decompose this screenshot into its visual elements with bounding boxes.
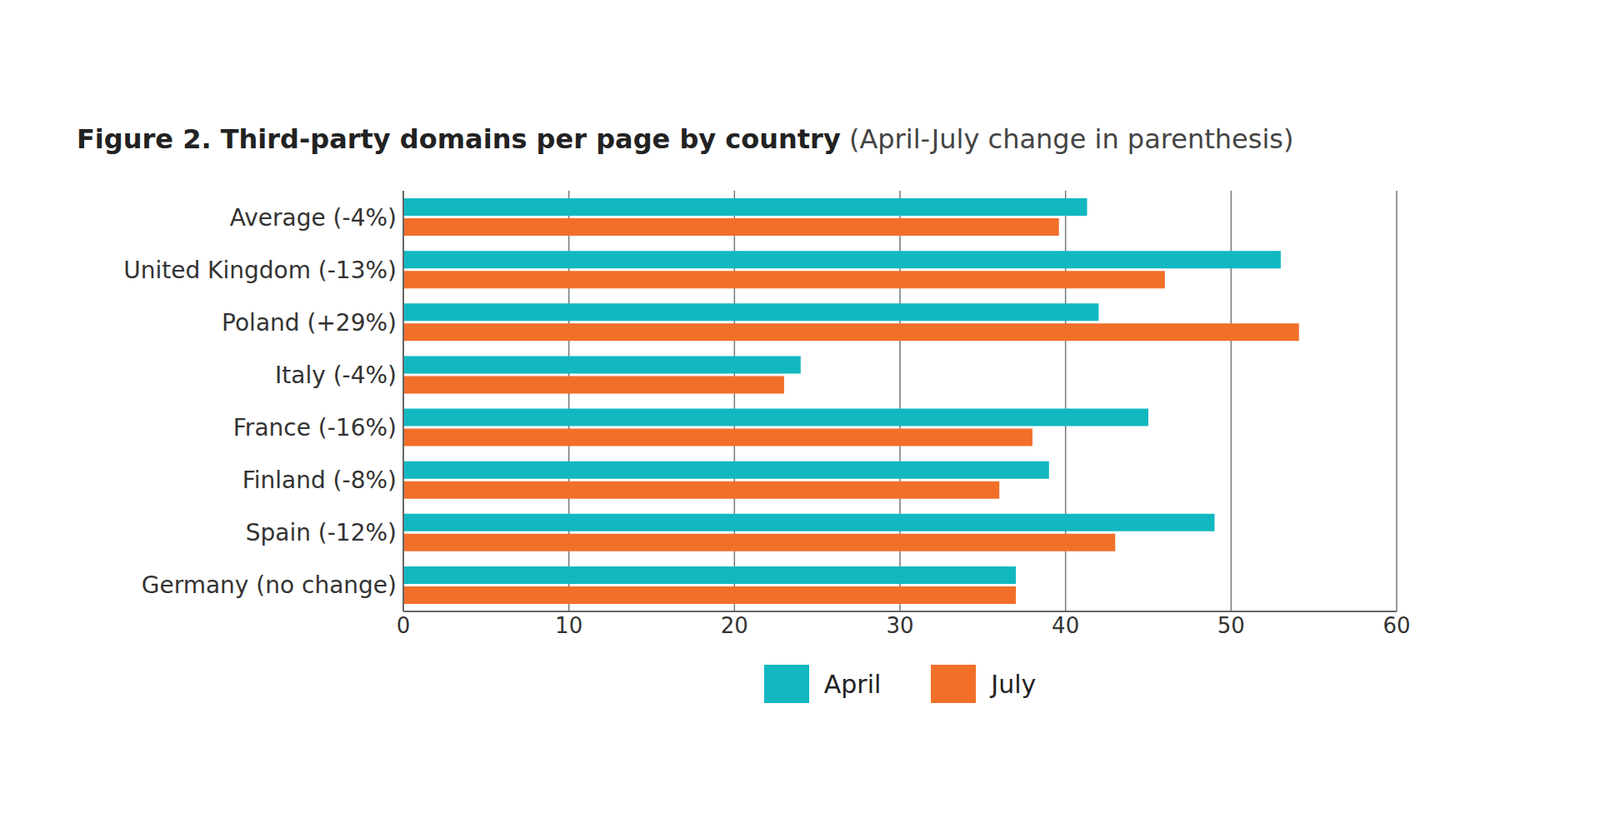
svg-text:Average (-4%): Average (-4%) (230, 204, 397, 232)
svg-text:United Kingdom (-13%): United Kingdom (-13%) (123, 256, 397, 285)
html-text:Figure 2. Third-party domains: Figure 2. Third-party domains per page b… (76, 123, 1294, 155)
svg-text:France (-16%): France (-16%) (233, 414, 397, 442)
svg-text:0: 0 (396, 613, 411, 639)
svg-text:Poland (+29%): Poland (+29%) (221, 309, 397, 337)
svg-text:40: 40 (1051, 613, 1080, 639)
svg-text:20: 20 (720, 613, 749, 639)
svg-text:50: 50 (1217, 613, 1245, 639)
svg-text:Italy (-4%): Italy (-4%) (275, 361, 397, 390)
svg-text:60: 60 (1382, 613, 1410, 639)
svg-text:30: 30 (885, 613, 914, 639)
svg-text:Germany (no change): Germany (no change) (141, 571, 397, 600)
svg-text:Spain (-12%): Spain (-12%) (245, 519, 397, 547)
html-text:April: April (823, 669, 882, 699)
html-text:July: July (991, 669, 1037, 699)
svg-text:10: 10 (555, 613, 583, 639)
svg-text:Finland (-8%): Finland (-8%) (242, 466, 397, 495)
